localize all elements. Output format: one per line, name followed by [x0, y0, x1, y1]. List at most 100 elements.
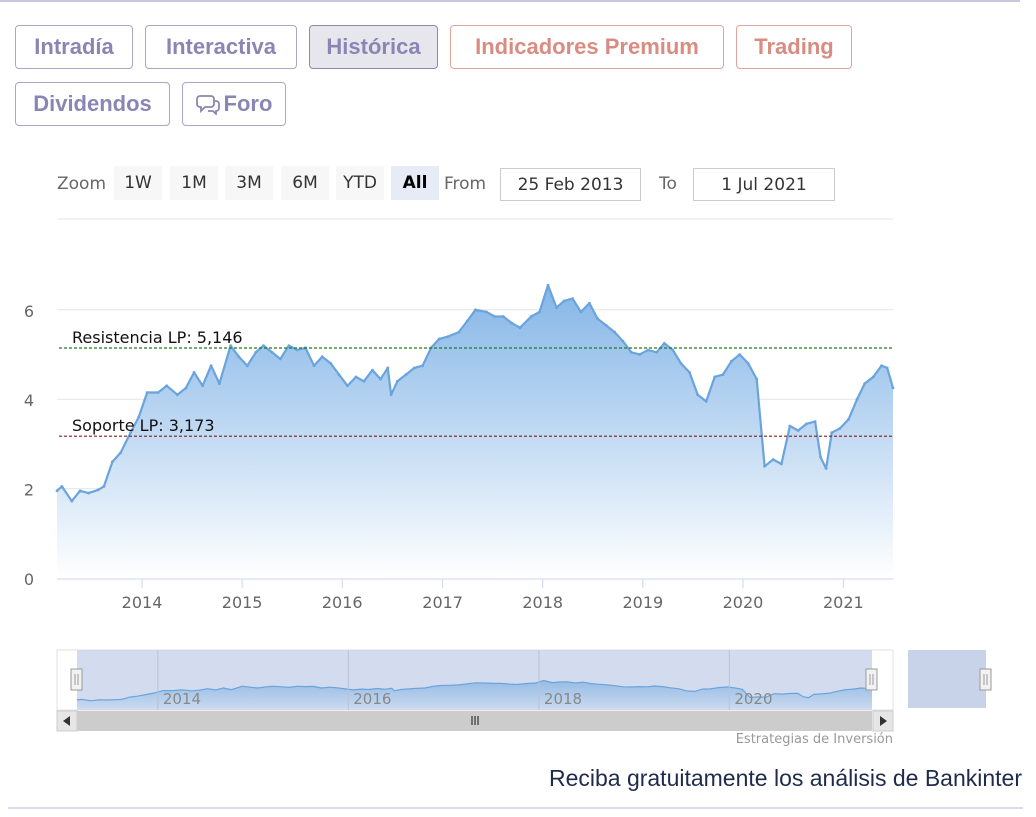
- tab-label: Histórica: [326, 34, 421, 59]
- to-date-input[interactable]: [693, 168, 835, 201]
- navigator-tick-label: 2014: [163, 690, 201, 708]
- y-tick-label: 4: [24, 391, 34, 410]
- data-point: [885, 366, 889, 370]
- data-point: [254, 350, 258, 354]
- zoom-1m-button[interactable]: 1M: [170, 166, 218, 200]
- data-point: [819, 455, 822, 459]
- scrollbar-track[interactable]: [57, 711, 893, 731]
- data-point: [437, 337, 441, 341]
- annotation-label: Resistencia LP: 5,146: [72, 328, 243, 347]
- data-point: [111, 460, 114, 464]
- scrollbar-grip-icon: [471, 716, 479, 725]
- data-point: [337, 373, 341, 376]
- data-point: [465, 319, 469, 323]
- data-point: [696, 393, 700, 397]
- data-point: [129, 431, 132, 435]
- data-point: [474, 308, 477, 312]
- data-point: [320, 355, 324, 359]
- data-point: [855, 397, 859, 401]
- data-point: [796, 429, 800, 432]
- y-tick-label: 6: [24, 302, 34, 321]
- navigator-area: [77, 680, 872, 708]
- data-point: [613, 330, 616, 334]
- data-point: [655, 350, 658, 354]
- data-point: [237, 355, 241, 359]
- data-point: [457, 330, 461, 334]
- data-point: [201, 384, 205, 388]
- x-tick-label: 2021: [823, 593, 864, 612]
- data-point: [830, 431, 834, 435]
- zoom-all-button[interactable]: All: [391, 166, 439, 200]
- data-point: [721, 373, 725, 376]
- price-chart: Resistencia LP: 5,146 Soporte LP: 3,173 0…: [24, 218, 895, 612]
- data-point: [421, 364, 424, 368]
- data-point: [329, 362, 333, 365]
- data-point: [838, 426, 842, 430]
- from-date-input[interactable]: [500, 168, 641, 201]
- data-point: [871, 375, 875, 379]
- data-point: [730, 359, 733, 363]
- data-point: [176, 393, 179, 397]
- data-point: [262, 344, 265, 347]
- data-point: [312, 364, 316, 368]
- promo-text[interactable]: Reciba gratuitamente los análisis de Ban…: [548, 765, 1022, 791]
- data-point: [755, 377, 759, 381]
- tab-label: Intradía: [34, 34, 114, 59]
- data-point: [287, 344, 291, 347]
- zoom-3m-button[interactable]: 3M: [225, 166, 273, 200]
- data-point: [863, 382, 867, 385]
- data-point: [746, 362, 750, 365]
- navigator-tick-label: 2016: [353, 690, 391, 708]
- tab-intradia[interactable]: Intradía: [15, 25, 133, 69]
- tab-trading[interactable]: Trading: [736, 25, 852, 69]
- navigator-tick-label: 2018: [544, 690, 582, 708]
- data-point: [270, 350, 274, 354]
- data-point: [646, 348, 650, 352]
- data-point: [780, 462, 783, 466]
- tab-foro[interactable]: Foro: [182, 82, 286, 126]
- zoom-6m-button[interactable]: 6M: [281, 166, 329, 200]
- data-point: [847, 417, 850, 421]
- data-point: [278, 357, 282, 361]
- tab-label: Dividendos: [33, 91, 152, 116]
- data-point: [137, 415, 141, 419]
- scrollbar-thumb[interactable]: [77, 711, 872, 731]
- data-point: [55, 489, 59, 493]
- scroll-right-button[interactable]: [872, 710, 894, 732]
- data-point: [588, 301, 591, 305]
- tab-indicadores-premium[interactable]: Indicadores Premium: [450, 25, 724, 69]
- data-point: [546, 283, 550, 287]
- from-label: From: [444, 174, 487, 194]
- navigator-overflow-mask: [908, 650, 986, 708]
- data-point: [165, 384, 169, 388]
- navigator-outer-handle[interactable]: [979, 668, 992, 691]
- zoom-ytd-button[interactable]: YTD: [336, 166, 384, 200]
- data-point: [824, 467, 828, 470]
- x-tick-label: 2017: [422, 593, 463, 612]
- data-point: [771, 458, 775, 461]
- navigator-left-handle[interactable]: [70, 668, 83, 691]
- data-point: [688, 371, 691, 374]
- data-point: [295, 348, 299, 352]
- chart-credit[interactable]: Estrategias de Inversión: [735, 732, 893, 747]
- tab-dividendos[interactable]: Dividendos: [15, 82, 170, 126]
- series-line: [56, 284, 895, 503]
- data-point: [70, 499, 74, 503]
- scroll-left-button[interactable]: [56, 710, 78, 732]
- zoom-1w-button[interactable]: 1W: [114, 166, 162, 200]
- data-point: [218, 382, 221, 385]
- data-point: [485, 310, 488, 314]
- data-point: [245, 364, 249, 368]
- series-area: [57, 285, 893, 578]
- data-point: [145, 391, 149, 394]
- arrow-left-icon: [63, 716, 70, 726]
- tab-historica[interactable]: Histórica: [309, 25, 438, 69]
- data-point: [119, 451, 122, 455]
- tab-interactiva[interactable]: Interactiva: [145, 25, 297, 69]
- data-point: [389, 393, 393, 397]
- data-point: [362, 379, 366, 383]
- x-tick-label: 2018: [522, 593, 563, 612]
- data-point: [704, 400, 708, 403]
- data-point: [501, 315, 505, 318]
- navigator-right-handle[interactable]: [865, 668, 878, 691]
